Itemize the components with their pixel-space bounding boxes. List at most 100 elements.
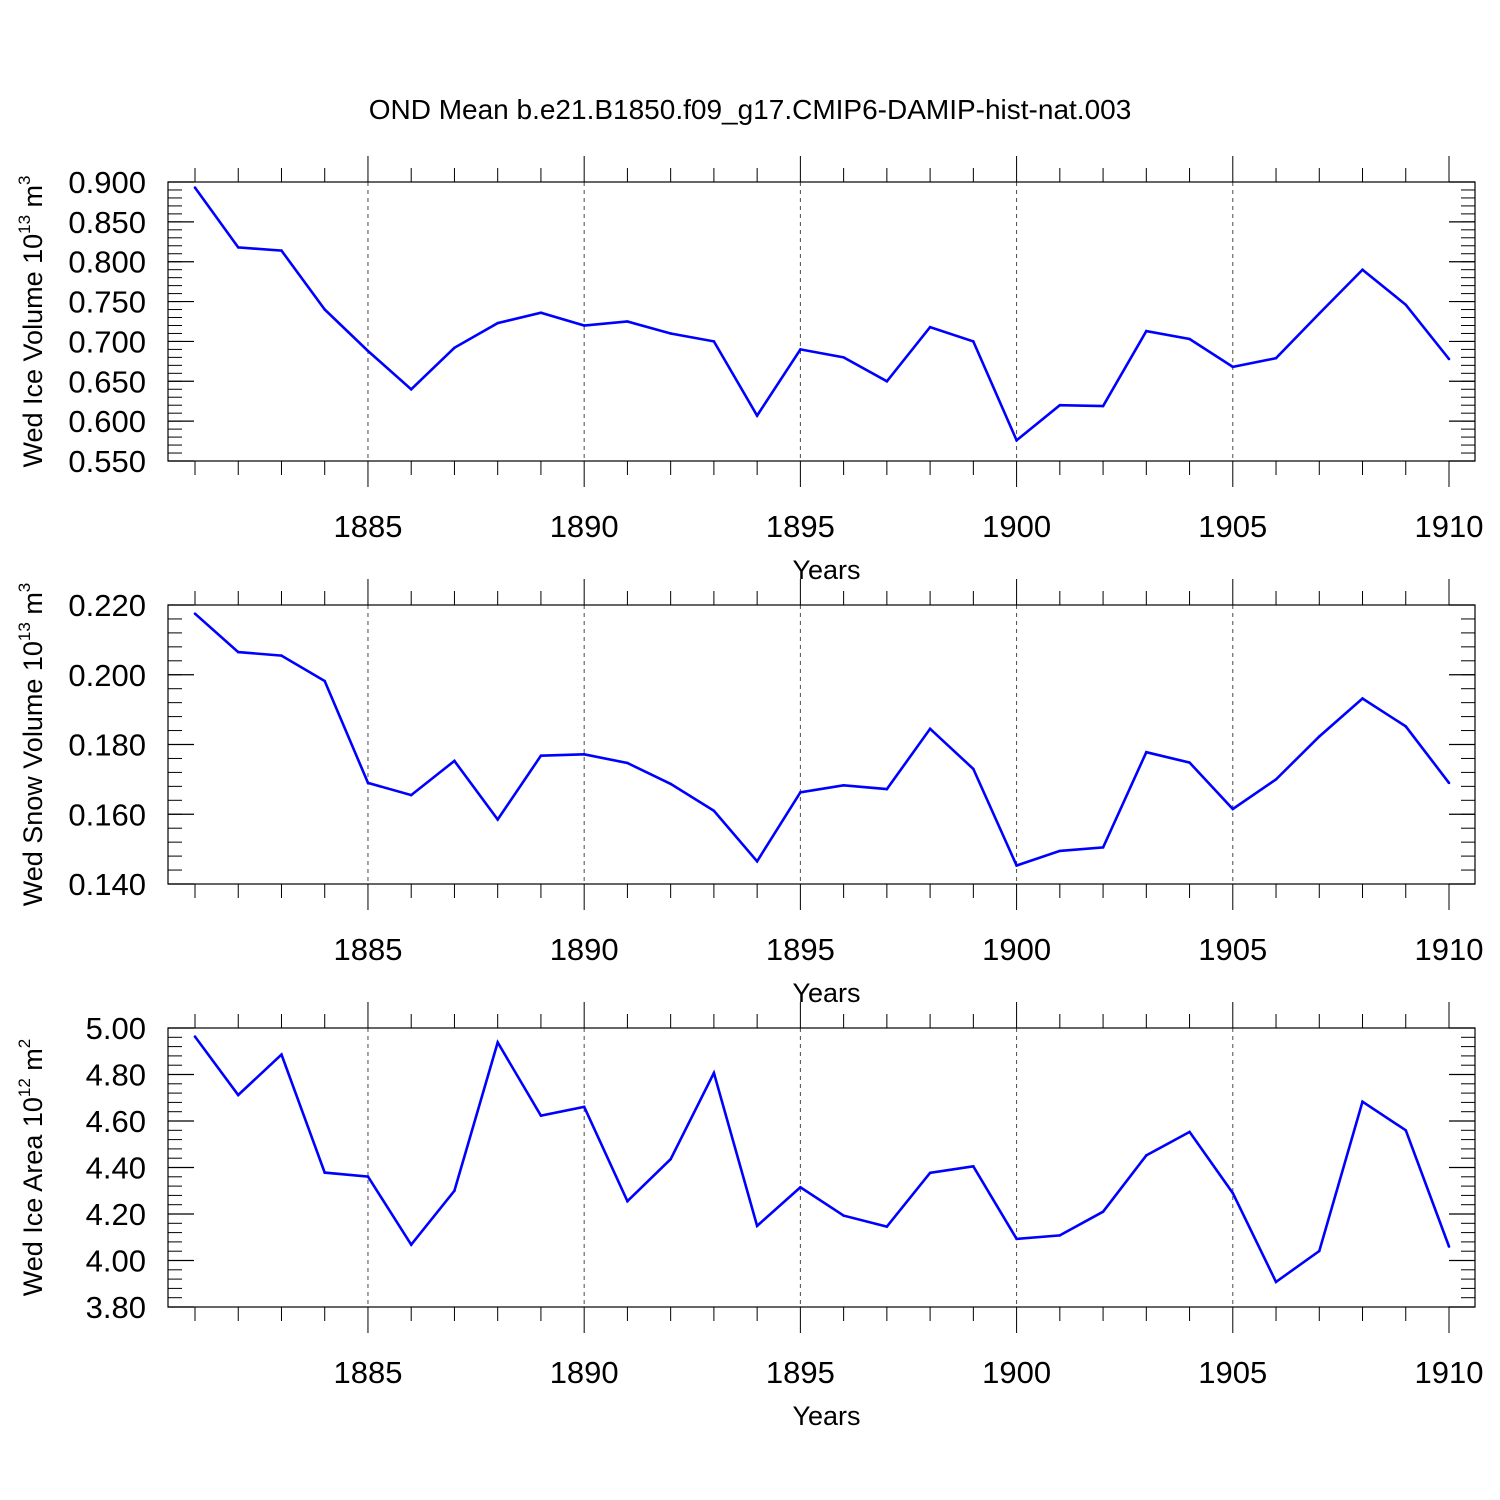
y-label-exponent: 13: [15, 215, 34, 234]
data-point: [1447, 1245, 1451, 1248]
x-tick-label: 1895: [766, 1355, 835, 1390]
data-point: [1188, 337, 1191, 341]
data-point: [453, 1189, 456, 1193]
data-point: [1101, 1210, 1105, 1213]
data-point: [1145, 750, 1148, 754]
data-point: [323, 1171, 327, 1174]
y-tick-label: 3.80: [86, 1290, 146, 1325]
data-point: [1188, 1130, 1191, 1134]
data-point: [626, 320, 629, 323]
y-tick-label: 4.80: [86, 1058, 146, 1093]
data-point: [842, 356, 845, 359]
data-point: [1058, 1234, 1062, 1237]
data-point: [1404, 725, 1408, 728]
data-point: [842, 784, 845, 787]
data-point: [1058, 403, 1062, 407]
data-point: [582, 752, 586, 756]
data-point: [928, 325, 932, 329]
x-tick-label: 1905: [1198, 932, 1267, 967]
y-tick-label: 4.40: [86, 1151, 146, 1186]
x-tick-label: 1885: [333, 1355, 402, 1390]
data-point: [1101, 846, 1105, 849]
data-point: [453, 346, 456, 350]
y-tick-label: 0.220: [68, 588, 146, 623]
data-point: [1015, 1237, 1018, 1241]
y-tick-label: 0.800: [68, 245, 146, 280]
data-point: [496, 1041, 499, 1044]
data-point: [366, 1175, 370, 1178]
data-point: [1274, 356, 1278, 360]
data-point: [1058, 849, 1062, 853]
y-label-exponent: 13: [15, 622, 34, 641]
x-axis-label: Years: [792, 978, 860, 1008]
data-point: [626, 1199, 629, 1203]
data-point: [1188, 761, 1191, 764]
data-point: [366, 781, 370, 785]
y-tick-label: 0.750: [68, 285, 146, 320]
data-point: [928, 1171, 932, 1175]
data-point: [323, 679, 327, 683]
x-tick-label: 1895: [766, 509, 835, 544]
x-tick-label: 1895: [766, 932, 835, 967]
data-point: [669, 1157, 672, 1161]
y-tick-label: 5.00: [86, 1011, 146, 1046]
data-point: [712, 809, 716, 813]
y-label-unit-exponent: 2: [15, 1039, 34, 1048]
y-tick-label: 0.160: [68, 797, 146, 832]
data-point: [1317, 735, 1321, 738]
y-label-unit: m: [18, 592, 48, 622]
data-point: [366, 349, 370, 353]
data-point: [496, 321, 499, 325]
x-tick-label: 1885: [333, 509, 402, 544]
data-point: [539, 754, 543, 757]
data-point: [669, 332, 672, 335]
data-point: [885, 1225, 889, 1228]
panel-snow-volume: 1885 1890 1895 1900 1905 1910 0.140 0.160 0.180 0…: [15, 579, 1483, 1008]
data-point: [1404, 1129, 1408, 1132]
data-point: [496, 818, 499, 821]
series-line: [193, 186, 1451, 443]
y-label-main: Wed Snow Volume 10: [18, 641, 48, 906]
data-point: [1231, 807, 1235, 811]
panel-ice-volume: 1885 1890 1895 1900 1905 1910 0.550 0.600 0.650 0…: [15, 156, 1483, 585]
data-point: [885, 379, 889, 383]
data-point: [193, 612, 197, 616]
data-point: [193, 1035, 197, 1038]
data-point: [1231, 365, 1235, 369]
data-point: [236, 1093, 240, 1097]
y-tick-label: 0.550: [68, 444, 146, 479]
x-tick-label: 1890: [550, 932, 619, 967]
data-point: [928, 727, 932, 731]
data-point: [712, 1071, 716, 1075]
x-tick-label: 1890: [550, 509, 619, 544]
x-tick-label: 1900: [982, 509, 1051, 544]
panel-ice-area: 1885 1890 1895 1900 1905 1910 3.80 4.00 4.20 4.40…: [15, 1002, 1483, 1431]
data-point: [1447, 781, 1451, 785]
data-point: [1101, 404, 1105, 408]
figure-title: OND Mean b.e21.B1850.f09_g17.CMIP6-DAMIP…: [369, 94, 1132, 125]
y-tick-label: 0.180: [68, 728, 146, 763]
y-label-main: Wed Ice Volume 10: [18, 234, 48, 468]
y-axis-label: Wed Ice Area 1012 m2: [15, 1039, 48, 1297]
x-axis-label: Years: [792, 1401, 860, 1431]
data-point: [972, 1165, 975, 1168]
data-point: [1361, 697, 1364, 700]
data-point: [323, 308, 327, 311]
series-line: [193, 1035, 1451, 1284]
data-point: [799, 790, 802, 794]
y-tick-label: 4.00: [86, 1244, 146, 1279]
data-point: [1317, 312, 1321, 315]
data-point: [1231, 1191, 1235, 1195]
y-tick-label: 0.650: [68, 364, 146, 399]
data-point: [1145, 329, 1148, 333]
data-point: [453, 759, 456, 763]
y-tick-label: 0.600: [68, 404, 146, 439]
x-tick-label: 1910: [1415, 1355, 1484, 1390]
x-tick-label: 1890: [550, 1355, 619, 1390]
data-point: [669, 782, 672, 786]
data-point: [972, 340, 975, 343]
data-point: [539, 311, 543, 315]
x-axis-label: Years: [792, 555, 860, 585]
x-tick-label: 1885: [333, 932, 402, 967]
